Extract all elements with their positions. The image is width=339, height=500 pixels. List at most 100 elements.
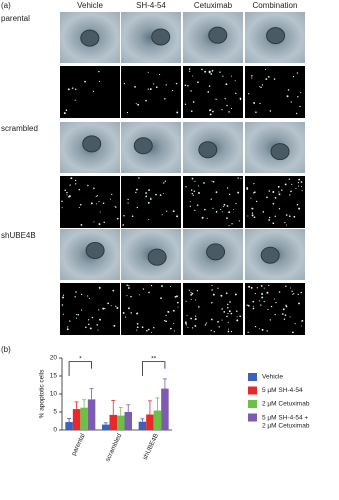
cell-dot [160, 297, 162, 300]
cell-dot [203, 182, 205, 184]
cell-dot [80, 224, 83, 226]
cell-dot [212, 293, 215, 296]
cell-dot [64, 189, 66, 192]
cell-dot [254, 292, 256, 295]
cell-dot [294, 323, 296, 325]
cell-dot [253, 183, 255, 185]
cell-dot [281, 189, 283, 191]
cell-dot [292, 293, 294, 295]
cell-dot [261, 84, 264, 86]
significance-bracket [68, 361, 92, 376]
cell-dot [259, 300, 261, 302]
y-axis-label: % apoptotic cells [39, 369, 46, 419]
cell-dot [251, 207, 254, 210]
cell-dot [228, 225, 230, 227]
cell-dot [102, 202, 105, 205]
cell-dot [61, 207, 63, 209]
cell-dot [285, 305, 288, 308]
spheroid [206, 243, 226, 261]
cell-dot [300, 92, 302, 94]
cell-dot [109, 198, 111, 200]
cell-dot [278, 208, 281, 210]
cell-dot [74, 179, 77, 182]
cell-dot [228, 193, 231, 196]
cell-dot [269, 319, 272, 321]
spheroid [151, 28, 171, 46]
cell-dot [213, 331, 215, 333]
cell-dot [69, 184, 71, 186]
cell-dot [194, 209, 196, 212]
cell-dot [69, 320, 71, 322]
cell-dot [198, 306, 200, 308]
cell-dot [131, 215, 134, 217]
bar [72, 409, 81, 430]
cell-dot [253, 102, 256, 104]
cell-dot [78, 188, 81, 191]
cell-dot [272, 202, 275, 205]
bar [138, 421, 147, 430]
cell-dot [66, 191, 68, 194]
cell-dot [274, 215, 276, 218]
cell-dot [208, 70, 211, 73]
cell-dot [163, 320, 166, 322]
cell-dot [297, 182, 300, 184]
cell-dot [146, 329, 148, 332]
cell-dot [88, 319, 90, 321]
cell-dot [139, 294, 141, 296]
column-header: Combination [253, 1, 298, 10]
cell-dot [293, 215, 296, 218]
cell-dot [277, 185, 280, 188]
cell-dot [189, 201, 191, 203]
cell-dot [255, 111, 257, 113]
cell-dot [75, 317, 78, 319]
cell-dot [125, 316, 127, 318]
cell-dot [265, 78, 268, 80]
cell-dot [187, 84, 189, 87]
cell-dot [99, 80, 101, 83]
cell-dot [61, 200, 63, 203]
cell-dot [252, 307, 255, 310]
cell-dot [194, 180, 196, 182]
cell-dot [98, 309, 100, 311]
cell-dot [238, 220, 240, 222]
cell-dot [220, 294, 223, 297]
cell-dot [259, 102, 261, 105]
cell-dot [116, 306, 119, 309]
cell-dot [227, 330, 230, 333]
cell-dot [230, 312, 233, 315]
cell-dot [234, 293, 237, 296]
cell-dot [290, 287, 292, 289]
cell-dot [208, 85, 211, 87]
cell-dot [93, 187, 95, 190]
cell-dot [201, 68, 203, 71]
bar [146, 414, 154, 430]
cell-dot [130, 295, 132, 298]
spheroid [82, 135, 102, 153]
cell-dot [247, 331, 249, 333]
cell-dot [151, 331, 153, 333]
cell-dot [164, 97, 166, 100]
cell-dot [98, 223, 101, 226]
cell-dot [87, 184, 89, 187]
fluorescence-image [245, 176, 305, 228]
cell-dot [127, 307, 130, 310]
cell-dot [287, 89, 290, 91]
cell-dot [268, 216, 271, 219]
cell-dot [254, 325, 257, 328]
cell-dot [191, 177, 194, 180]
cell-dot [210, 198, 212, 200]
cell-dot [250, 197, 252, 199]
cell-dot [227, 307, 229, 309]
row-label: parental [1, 14, 30, 23]
cell-dot [295, 187, 297, 189]
cell-dot [264, 68, 267, 70]
cell-dot [231, 223, 233, 225]
cell-dot [128, 285, 130, 287]
cell-dot [266, 291, 269, 294]
legend-label: 5 µM SH-4-54 [262, 387, 303, 394]
cell-dot [88, 297, 90, 299]
cell-dot [226, 315, 228, 318]
cell-dot [65, 109, 68, 111]
spheroid [133, 137, 153, 155]
